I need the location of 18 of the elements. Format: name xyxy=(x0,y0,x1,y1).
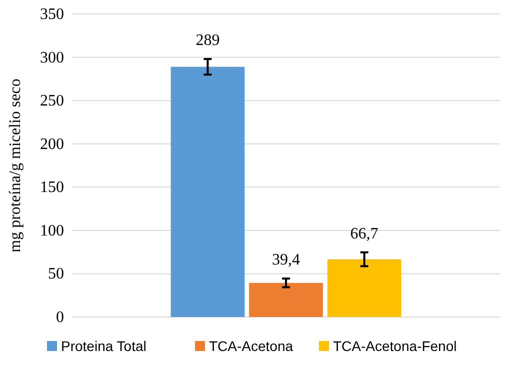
legend-label: TCA-Acetona-Fenol xyxy=(333,338,457,354)
y-tick-label: 50 xyxy=(48,266,64,283)
y-axis-title: mg proteína/g micelio seco xyxy=(7,78,24,252)
legend-label: TCA-Acetona xyxy=(209,338,294,354)
y-tick-label: 350 xyxy=(40,6,64,23)
data-label: 39,4 xyxy=(272,252,300,269)
bar xyxy=(327,259,402,317)
y-tick-label: 150 xyxy=(40,179,64,196)
legend-label: Proteina Total xyxy=(61,338,146,354)
y-tick-label: 0 xyxy=(56,309,64,326)
y-tick-label: 200 xyxy=(40,136,64,153)
bar xyxy=(249,282,323,317)
y-tick-label: 250 xyxy=(40,92,64,110)
y-tick-label: 300 xyxy=(40,49,64,66)
y-tick-label: 100 xyxy=(40,222,64,240)
data-label: 289 xyxy=(196,32,220,50)
bar xyxy=(170,66,245,317)
data-label: 66,7 xyxy=(350,225,378,242)
